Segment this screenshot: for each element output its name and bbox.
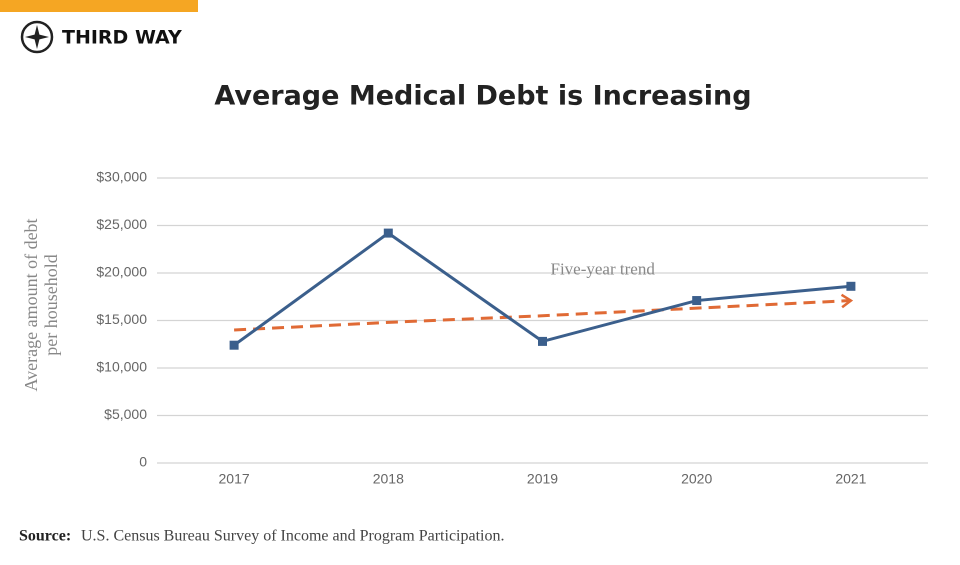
data-point — [692, 296, 702, 306]
y-tick-label: $10,000 — [96, 359, 147, 375]
trend-label: Five-year trend — [551, 260, 656, 279]
brand-bar — [0, 0, 198, 12]
x-tick-label: 2021 — [835, 471, 866, 487]
y-tick-label: $5,000 — [104, 406, 147, 422]
y-axis-title-line: per household — [41, 254, 61, 355]
x-tick-label: 2020 — [681, 471, 712, 487]
source-label: Source: — [19, 528, 71, 545]
trend-arrowhead — [840, 293, 854, 309]
data-point — [383, 228, 393, 238]
trend-line — [234, 299, 851, 332]
y-axis-title-line: Average amount of debt — [21, 218, 41, 391]
brand: THIRD WAY — [62, 27, 182, 49]
logo-icon — [20, 20, 54, 54]
y-tick-label: $20,000 — [96, 264, 147, 280]
y-tick-label: $15,000 — [96, 311, 147, 327]
data-point — [846, 281, 856, 291]
data-point — [538, 336, 547, 346]
x-tick-label: 2018 — [373, 471, 404, 487]
data-point — [229, 340, 239, 350]
series-line — [233, 231, 852, 347]
x-tick-label: 2017 — [219, 471, 250, 487]
y-tick-label: $30,000 — [96, 169, 147, 185]
y-tick-label: $25,000 — [96, 216, 147, 232]
chart-title: Average Medical Debt is Increasing — [214, 81, 751, 112]
x-tick-label: 2019 — [527, 471, 558, 487]
source-text: U.S. Census Bureau Survey of Income and … — [81, 528, 504, 545]
y-tick-label: 0 — [139, 454, 147, 470]
y-axis-title: Average amount of debt per household — [21, 218, 61, 391]
